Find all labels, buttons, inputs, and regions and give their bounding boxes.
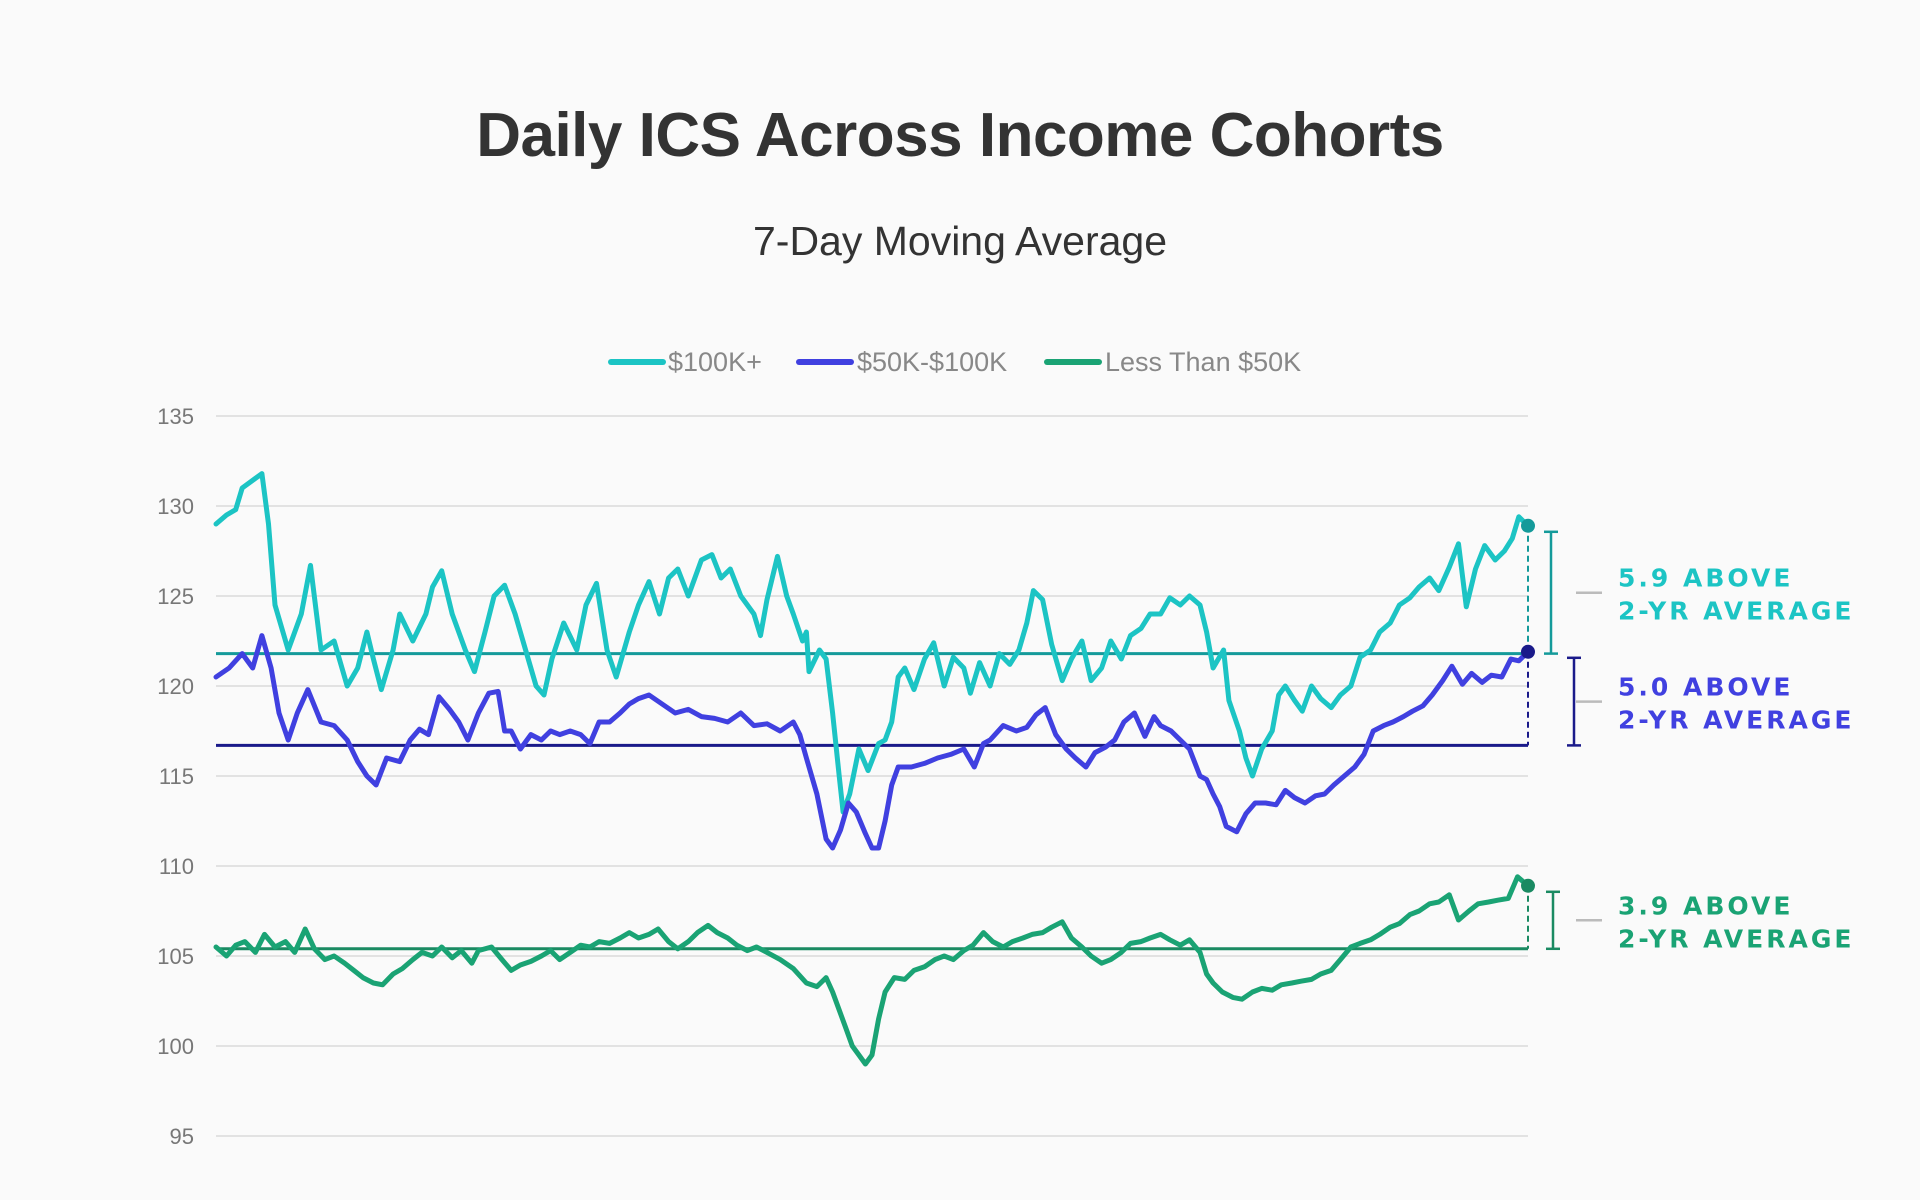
legend-label: Less Than $50K (1105, 347, 1301, 377)
chart-legend: $100K+ $50K-$100K Less Than $50K (608, 347, 1301, 377)
series-line (213, 471, 1531, 815)
end-marker (1521, 644, 1535, 659)
average-lines (216, 652, 1528, 951)
y-tick-label: 135 (157, 404, 194, 429)
y-tick-label: 125 (157, 584, 194, 609)
y-tick-label: 120 (157, 674, 194, 699)
annotation-value: 5.0 ABOVE (1618, 673, 1793, 702)
annotation-value: 5.9 ABOVE (1618, 564, 1793, 593)
chart-annotations: 5.9 ABOVE 2-YR AVERAGE 5.0 ABOVE 2-YR AVERA… (1521, 518, 1854, 953)
series-lines (213, 471, 1531, 1067)
end-marker (1521, 878, 1535, 893)
chart-grid (216, 415, 1528, 1137)
chart-subtitle: 7-Day Moving Average (752, 218, 1168, 264)
y-tick-label: 110 (159, 854, 194, 879)
y-tick-label: 95 (170, 1124, 194, 1149)
series-line (213, 633, 1531, 851)
legend-label: $100K+ (668, 347, 762, 377)
legend-label: $50K-$100K (857, 347, 1007, 377)
annotation-value: 3.9 ABOVE (1618, 891, 1793, 920)
annotation-caption: 2-YR AVERAGE (1618, 706, 1854, 735)
y-tick-label: 105 (157, 944, 194, 969)
y-axis: 135 130 125 120 115 110 105 100 95 (157, 404, 194, 1149)
y-tick-label: 115 (159, 764, 194, 789)
series-line (213, 874, 1531, 1067)
annotation-caption: 2-YR AVERAGE (1618, 597, 1854, 626)
y-tick-label: 100 (157, 1034, 194, 1059)
end-marker (1521, 518, 1535, 533)
y-tick-label: 130 (157, 494, 194, 519)
chart-title: Daily ICS Across Income Cohorts (476, 101, 1444, 170)
annotation-caption: 2-YR AVERAGE (1618, 924, 1854, 953)
